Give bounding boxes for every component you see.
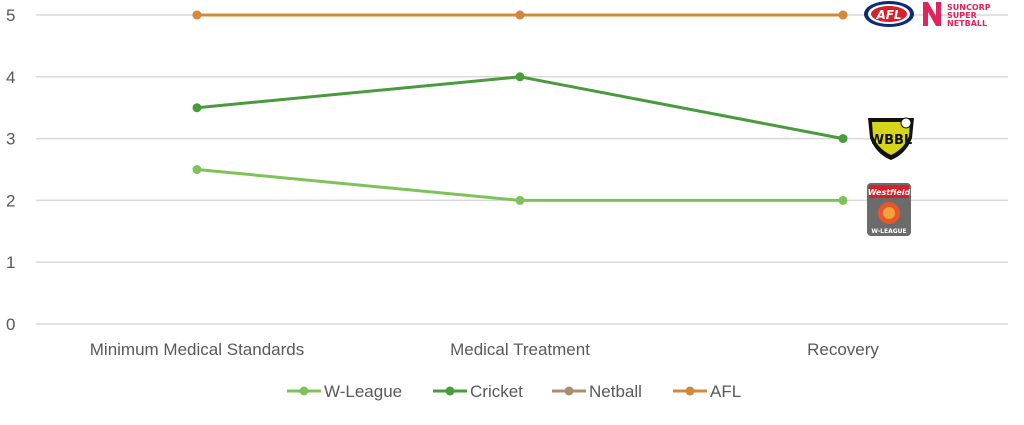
series-afl [192, 10, 848, 20]
y-tick-label: 3 [6, 130, 15, 149]
netball-logo-line3: NETBALL [947, 19, 987, 28]
legend-label: Cricket [470, 382, 523, 401]
legend-item: AFL [673, 382, 741, 401]
netball-logo-line1: SUNCORP [947, 3, 991, 12]
wbbl-logo: WBBL [868, 117, 914, 160]
data-point [192, 10, 202, 20]
data-point [515, 72, 525, 82]
y-tick-label: 5 [6, 6, 15, 25]
legend-swatch-marker [685, 386, 695, 396]
w-league-logo-bottom: W-LEAGUE [871, 228, 906, 235]
series-cricket [192, 72, 848, 144]
data-point [192, 165, 202, 174]
y-axis: 0 1 2 3 4 5 [6, 6, 15, 334]
data-point [192, 103, 202, 113]
legend-item: Netball [552, 382, 642, 401]
data-point [515, 195, 525, 205]
legend-item: W-League [287, 382, 402, 401]
x-axis: Minimum Medical Standards Medical Treatme… [90, 340, 880, 359]
wbbl-logo-text: WBBL [870, 133, 912, 148]
data-point [838, 134, 848, 144]
legend-swatch-marker [564, 386, 574, 396]
legend: W-League Cricket Netball AFL [287, 382, 741, 401]
legend-label: W-League [324, 382, 402, 401]
x-category-label: Medical Treatment [450, 340, 590, 359]
y-tick-label: 1 [6, 253, 15, 272]
y-tick-label: 0 [6, 315, 15, 334]
y-tick-label: 2 [6, 191, 15, 210]
suncorp-super-netball-logo: SUNCORP SUPER NETBALL [923, 2, 991, 28]
series-line [196, 75, 844, 141]
legend-swatch-marker [445, 386, 455, 396]
series-w-league [192, 165, 848, 205]
legend-label: AFL [710, 382, 741, 401]
x-category-label: Recovery [807, 340, 879, 359]
gridlines [36, 14, 1008, 325]
series-line [196, 168, 843, 202]
data-point [515, 10, 525, 20]
legend-label: Netball [589, 382, 642, 401]
data-point [838, 195, 848, 205]
y-tick-label: 4 [6, 68, 15, 87]
netball-logo-line2: SUPER [947, 11, 977, 20]
legend-item: Cricket [433, 382, 523, 401]
x-category-label: Minimum Medical Standards [90, 340, 304, 359]
afl-logo-text: AFL [875, 8, 901, 22]
legend-swatch-marker [299, 386, 309, 396]
w-league-logo: Westfield W-LEAGUE [867, 183, 911, 236]
series-lines [192, 10, 848, 205]
w-league-logo-top: Westfield [868, 188, 911, 197]
afl-logo: AFL [864, 1, 914, 27]
data-point [838, 10, 848, 20]
